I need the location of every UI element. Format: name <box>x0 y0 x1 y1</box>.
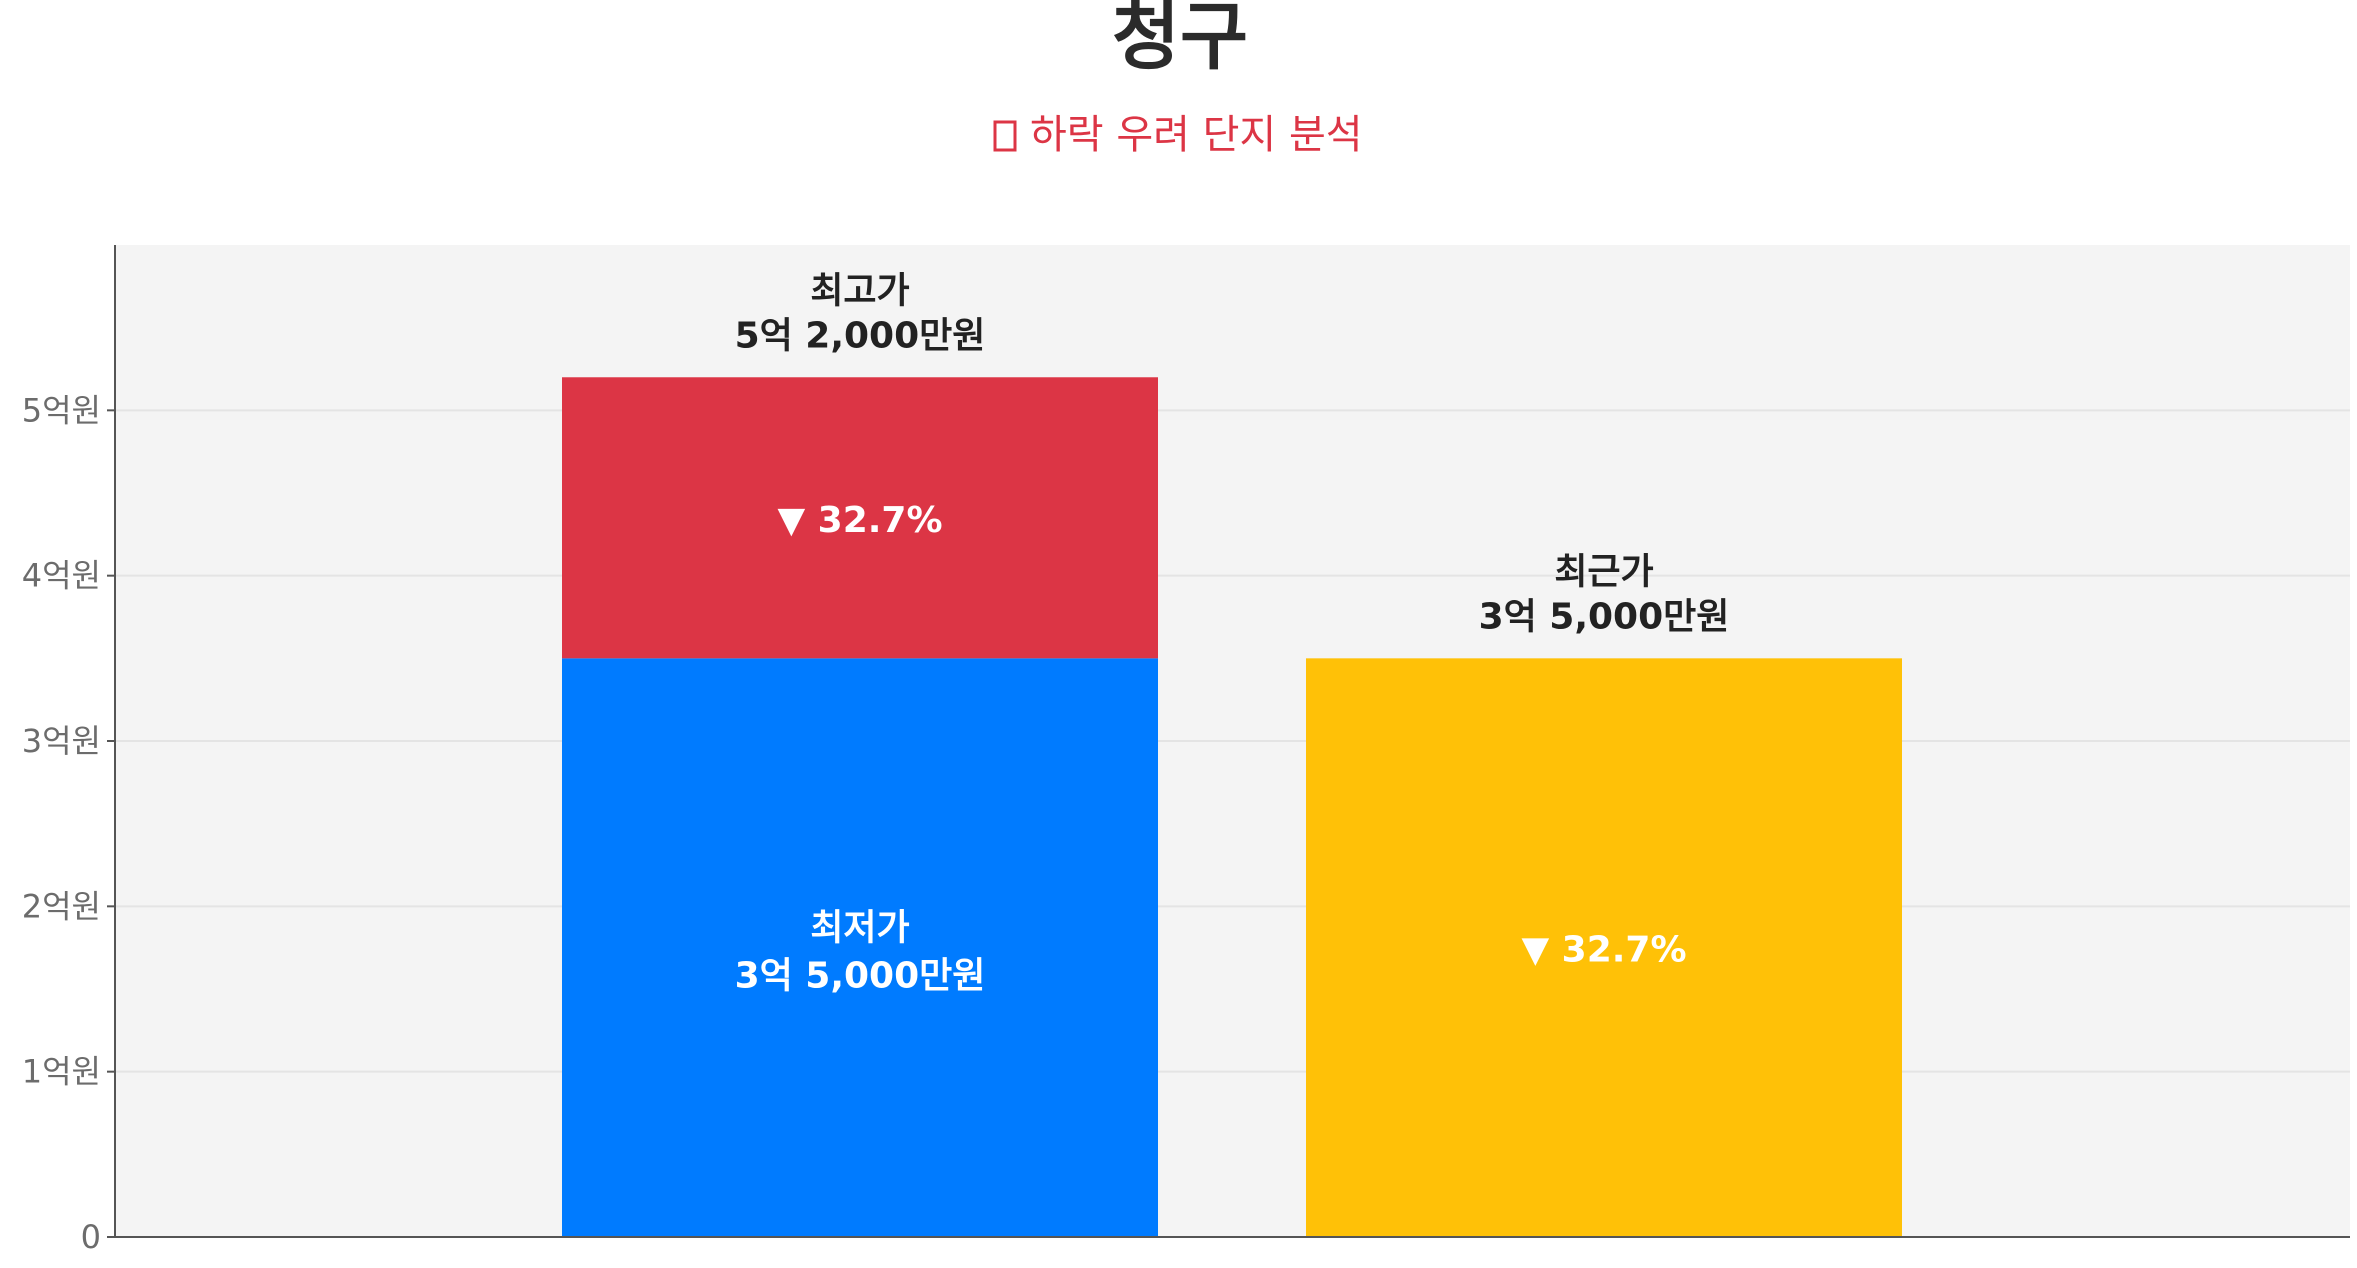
y-tick-label: 3억원 <box>22 722 101 760</box>
warning-icon <box>993 120 1017 152</box>
chart-subtitle: 하락 우려 단지 분석 <box>1030 112 1363 158</box>
bar-segment-최저가 <box>562 658 1158 1237</box>
segment-label: 최저가 <box>810 908 909 949</box>
y-tick-label: 5억원 <box>22 391 101 429</box>
y-tick-label: 0 <box>81 1218 101 1256</box>
bar-top-value-label: 5억 2,000만원 <box>735 315 986 356</box>
bar-top-value-label: 3억 5,000만원 <box>1479 596 1730 637</box>
y-tick-label: 2억원 <box>22 887 101 925</box>
y-tick-label: 1억원 <box>22 1053 101 1091</box>
change-percent-label: ▼ 32.7% <box>777 500 942 541</box>
y-tick-label: 4억원 <box>22 557 101 595</box>
bar-segment-최근가 <box>1306 658 1902 1237</box>
bar-segment-최고가 <box>562 377 1158 659</box>
segment-value-label: 3억 5,000만원 <box>735 956 986 997</box>
bar-top-label: 최고가 <box>810 270 909 311</box>
axes: 0 1억원 2억원 3억원 4억원 5억원 <box>22 245 2350 1256</box>
bar-top-label: 최근가 <box>1554 551 1653 592</box>
chart-title: 청구 <box>1112 0 1248 80</box>
grid-lines <box>115 409 2350 1073</box>
change-percent-label: ▼ 32.7% <box>1521 930 1686 971</box>
bars <box>562 377 1902 1237</box>
subtitle-group: 하락 우려 단지 분석 <box>993 112 1363 158</box>
